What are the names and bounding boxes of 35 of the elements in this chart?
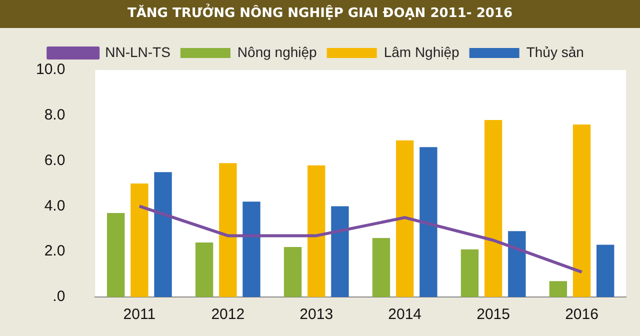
legend-label: Thủy sản (526, 44, 584, 60)
y-tick-label: 4.0 (44, 197, 66, 214)
bar (284, 247, 302, 297)
y-tick-label: 6.0 (44, 152, 66, 169)
y-tick-label: 8.0 (44, 106, 66, 124)
legend-label: Nông nghiệp (237, 44, 318, 60)
y-tick-label: 10.0 (36, 61, 66, 78)
y-tick-label: 2.0 (44, 242, 66, 260)
x-tick-label: 2012 (211, 306, 245, 324)
x-tick-label: 2016 (565, 306, 598, 324)
bar (106, 213, 125, 297)
bar (596, 244, 614, 297)
x-tick-label: 2013 (300, 306, 334, 324)
bar (572, 124, 591, 297)
bar (484, 120, 502, 297)
x-tick-label: 2011 (123, 306, 156, 324)
bar (242, 202, 260, 297)
bar (331, 206, 349, 297)
bar (508, 231, 526, 297)
x-tick-label: 2014 (388, 306, 422, 324)
bar (372, 238, 390, 297)
y-tick-label: .0 (52, 288, 66, 306)
legend-label: Lâm Nghiệp (384, 44, 460, 60)
bar (219, 163, 237, 297)
bar (396, 140, 414, 297)
bar (195, 242, 214, 297)
x-tick-label: 2015 (476, 306, 510, 324)
chart-title: TĂNG TRƯỞNG NÔNG NGHIỆP GIAI ĐOẠN 2011- 2016 (0, 0, 640, 28)
bar (154, 172, 172, 297)
legend-label: NN-LN-TS (105, 44, 170, 60)
bar (308, 165, 326, 297)
bar (420, 147, 438, 297)
bar (460, 249, 479, 297)
bar (130, 184, 148, 297)
bar (549, 281, 568, 297)
